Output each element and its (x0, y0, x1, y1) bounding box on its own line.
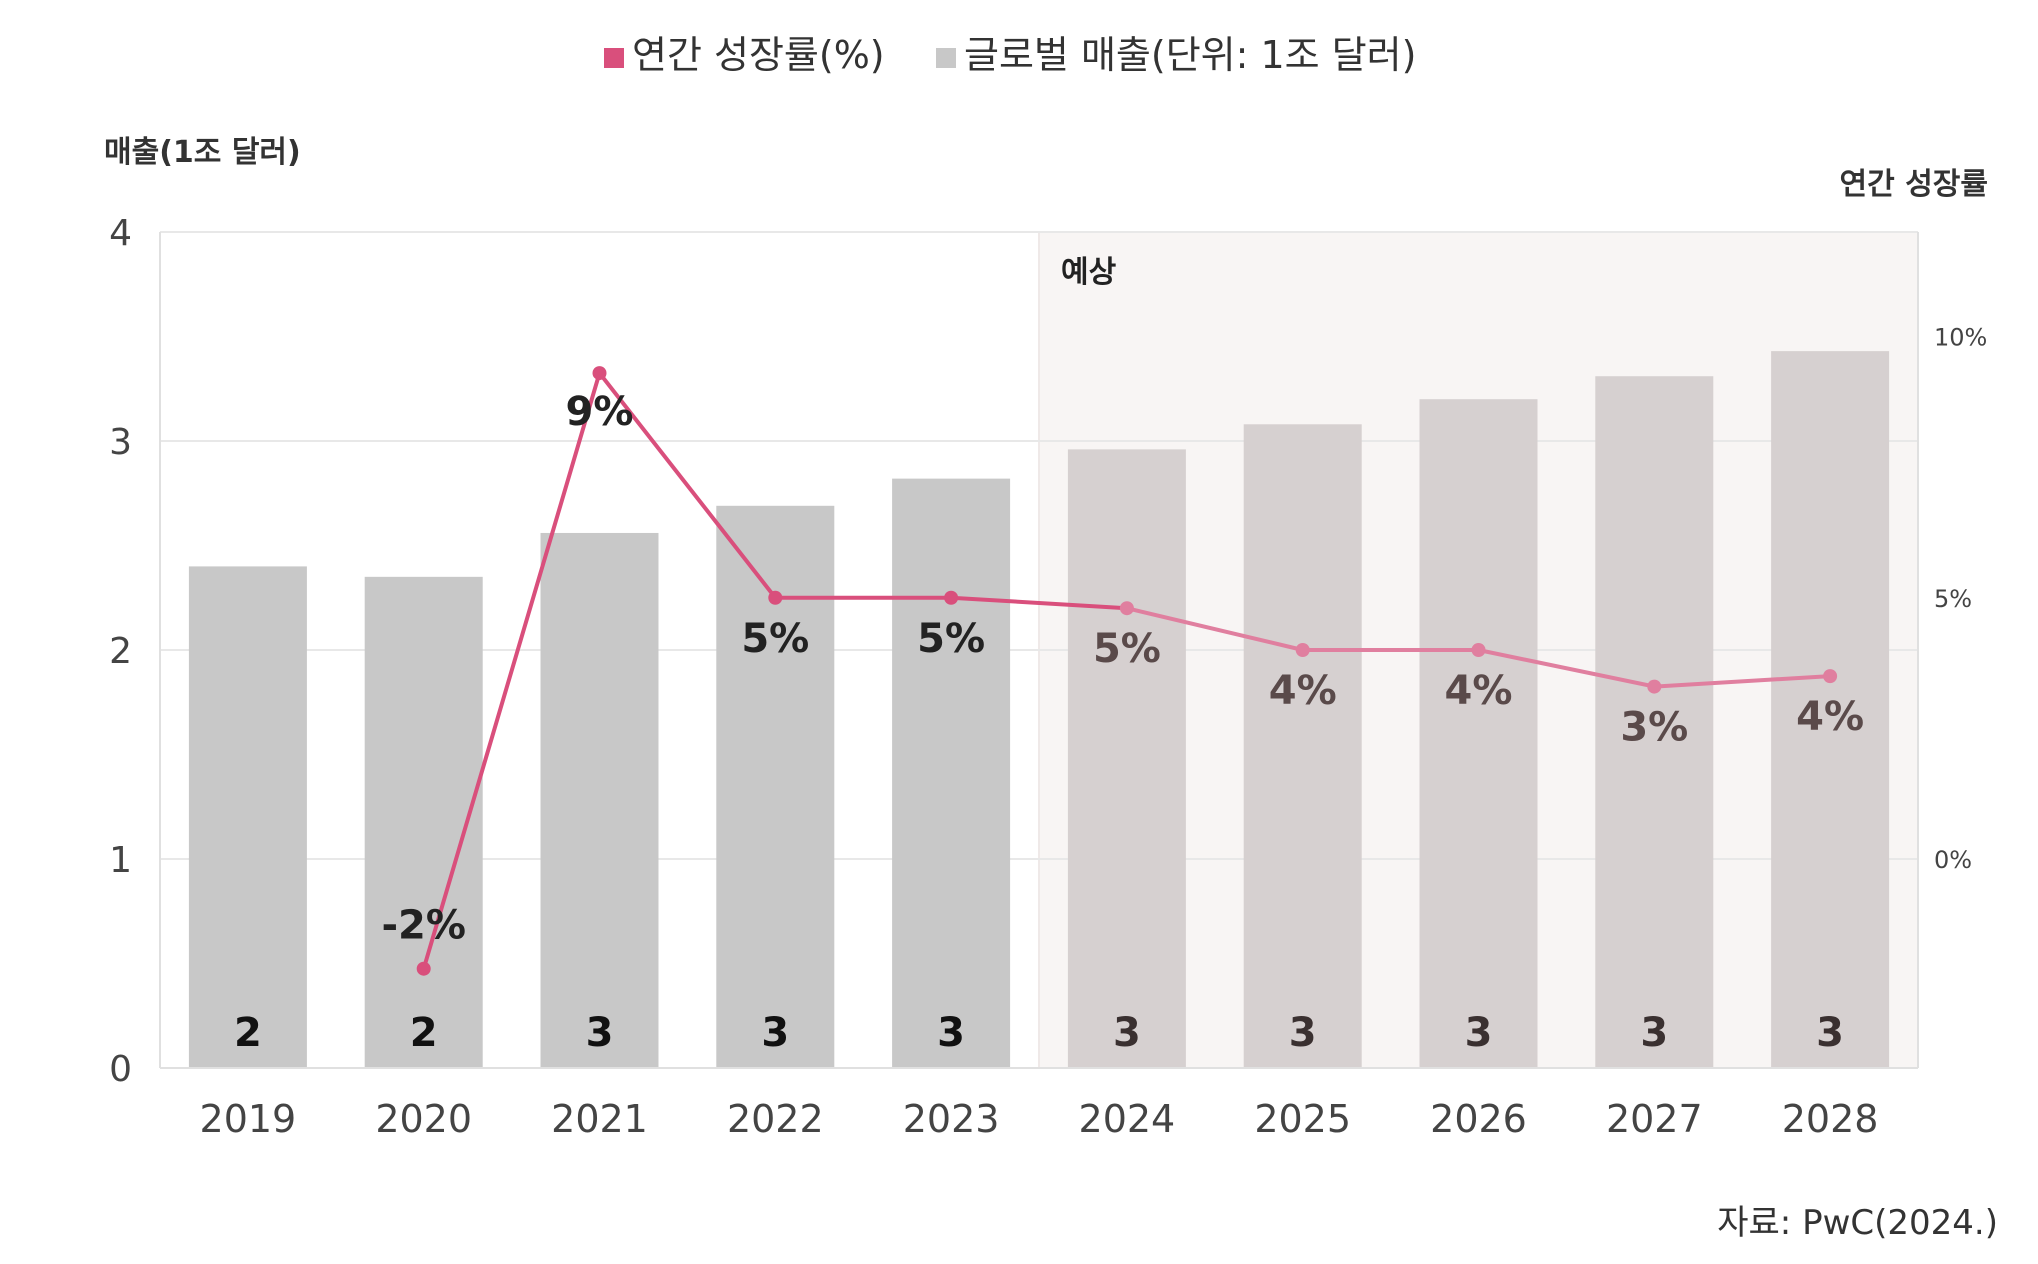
bar-value-label: 2 (234, 1010, 262, 1056)
bar-value-label: 2 (410, 1010, 438, 1056)
x-tick-label: 2025 (1254, 1097, 1351, 1141)
growth-rate-label: 5% (917, 616, 985, 662)
growth-point (1647, 679, 1662, 694)
forecast-label: 예상 (1061, 255, 1117, 290)
legend-swatch (604, 48, 624, 68)
growth-point (1119, 601, 1134, 616)
growth-rate-label: 4% (1445, 668, 1513, 714)
bar (1243, 424, 1362, 1068)
growth-point (1471, 643, 1486, 657)
bar (540, 532, 659, 1068)
y-tick-label: 3 (109, 422, 132, 463)
growth-line-segment (949, 595, 1129, 611)
growth-rate-label: 9% (566, 389, 634, 435)
y2-tick-label: 0% (1934, 846, 1972, 874)
bar (1419, 399, 1538, 1068)
growth-rate-label: -2% (381, 903, 466, 949)
growth-point (416, 961, 431, 976)
bar (892, 478, 1011, 1068)
y-tick-label: 2 (109, 631, 132, 672)
growth-line-segment (421, 371, 602, 971)
growth-line-segment (1476, 648, 1657, 689)
x-tick-label: 2026 (1430, 1097, 1527, 1141)
y2-tick-label: 5% (1934, 585, 1972, 613)
bar (716, 505, 835, 1068)
x-tick-label: 2024 (1079, 1097, 1176, 1141)
x-tick-label: 2019 (200, 1097, 297, 1141)
y-tick-label: 1 (109, 840, 132, 881)
bar (188, 566, 307, 1068)
bar (364, 576, 483, 1068)
legend-label: 글로벌 매출(단위: 1조 달러) (964, 33, 1416, 77)
growth-point (1295, 643, 1310, 657)
bar-value-label: 3 (1113, 1010, 1141, 1056)
x-tick-label: 2022 (727, 1097, 824, 1141)
growth-rate-label: 5% (1093, 626, 1161, 672)
growth-rate-label: 4% (1269, 668, 1337, 714)
x-tick-label: 2020 (375, 1097, 472, 1141)
bar-value-label: 3 (1289, 1010, 1317, 1056)
growth-point (592, 366, 607, 381)
growth-point (944, 590, 959, 605)
bar-value-label: 3 (586, 1010, 614, 1056)
bar-value-label: 3 (937, 1010, 965, 1056)
y2-axis-title: 연간 성장률 (1840, 167, 1988, 202)
y-tick-label: 4 (109, 213, 132, 254)
bar (1595, 376, 1714, 1069)
growth-rate-label: 3% (1620, 705, 1688, 751)
y2-tick-label: 10% (1934, 324, 1987, 352)
growth-line-segment (1652, 674, 1833, 689)
bar-value-label: 3 (1816, 1010, 1844, 1056)
bar-value-label: 3 (1465, 1010, 1493, 1056)
source-note: 자료: PwC(2024.) (1717, 1203, 1998, 1243)
growth-point (768, 590, 783, 605)
x-tick-label: 2023 (903, 1097, 1000, 1141)
x-tick-label: 2028 (1782, 1097, 1879, 1141)
legend-label: 연간 성장률(%) (632, 33, 885, 77)
growth-rate-label: 4% (1796, 694, 1864, 740)
x-tick-label: 2021 (551, 1097, 648, 1141)
legend-swatch (936, 48, 956, 68)
x-tick-label: 2027 (1606, 1097, 1703, 1141)
bar-value-label: 3 (1640, 1010, 1668, 1056)
growth-point (1823, 669, 1838, 684)
growth-line-segment (597, 371, 778, 600)
bar-value-label: 3 (761, 1010, 789, 1056)
y-axis-title: 매출(1조 달러) (104, 135, 301, 170)
bar (1067, 449, 1186, 1068)
growth-rate-label: 5% (741, 616, 809, 662)
bar (1771, 351, 1890, 1068)
y-tick-label: 0 (109, 1049, 132, 1090)
growth-line-segment (1124, 606, 1305, 652)
